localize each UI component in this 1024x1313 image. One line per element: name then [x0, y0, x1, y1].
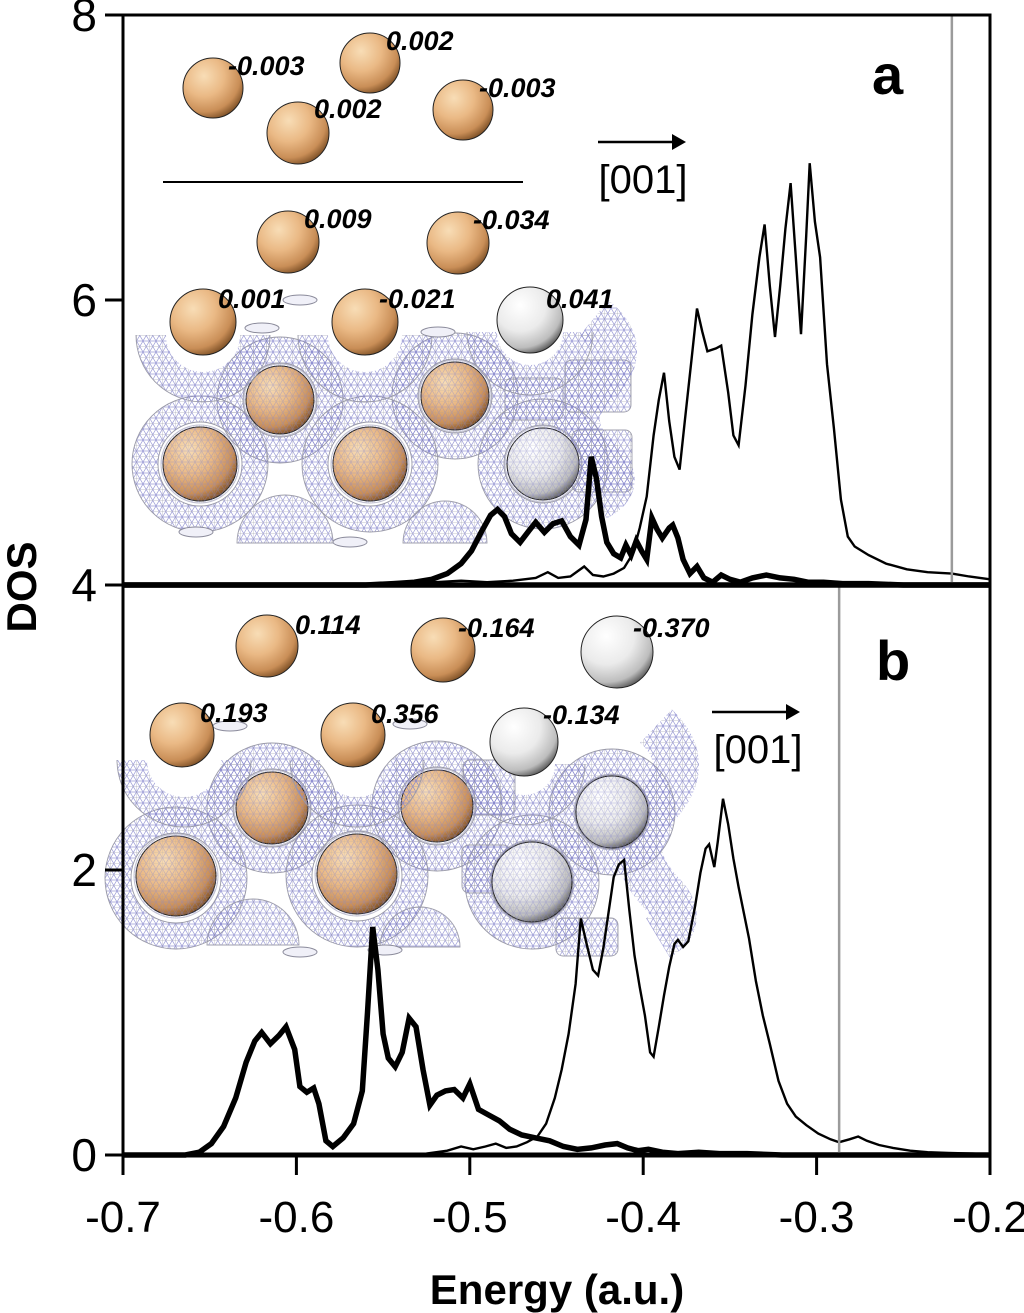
atom-charge-label: 0.193: [200, 698, 268, 728]
mesh-blob-outline: [466, 331, 594, 396]
mesh-blob-outline: [327, 421, 413, 507]
atom-charge-label: -0.134: [543, 700, 620, 730]
surface-atom-sphere: [320, 702, 386, 768]
atom-mesh-overlay: [160, 424, 240, 504]
mesh-blob-outline: [462, 763, 586, 826]
x-tick-label: -0.7: [85, 1193, 161, 1242]
mesh-blob-outline: [242, 362, 318, 438]
panel-a-letter: a: [872, 43, 904, 106]
mesh-lens: [332, 536, 368, 548]
direction-001-label-a: [001]: [598, 158, 688, 202]
direction-001-label-b: [001]: [713, 728, 803, 772]
mesh-blob-cup: [290, 759, 424, 827]
mesh-lens: [392, 718, 428, 730]
y-tick-label: 2: [71, 844, 97, 896]
mesh-blob-ring: [217, 337, 343, 463]
surface-atom-sphere: [496, 286, 564, 354]
mesh-blob-ring: [302, 396, 438, 532]
free-atom-sphere: [182, 57, 244, 119]
curve-b-thin: [123, 798, 991, 1157]
mesh-blob-dome: [236, 494, 334, 544]
free-atom-sphere: [580, 615, 654, 689]
atom-charge-label: 0.002: [314, 94, 382, 124]
mesh-lens: [178, 526, 214, 538]
x-tick-label: -0.3: [779, 1193, 855, 1242]
atom-charge-label: 0.356: [371, 699, 440, 729]
atom-mesh-overlay: [243, 363, 317, 437]
free-atom-sphere: [339, 32, 401, 94]
direction-arrow-b-head: [786, 704, 800, 720]
atom-charge-label: 0.041: [546, 284, 614, 314]
surface-atom-sphere: [149, 702, 215, 768]
y-axis-title: DOS: [0, 541, 45, 633]
mesh-blob-cup: [467, 331, 593, 395]
mesh-lens: [244, 322, 280, 334]
x-tick-label: -0.5: [432, 1193, 508, 1242]
free-atom-sphere: [266, 101, 330, 165]
atom-mesh-overlay: [133, 833, 219, 919]
mesh-lens: [282, 294, 318, 306]
atom-charge-label: 0.009: [304, 204, 372, 234]
atom-charge-label: -0.003: [228, 51, 305, 81]
curve-b-thick: [123, 926, 990, 1158]
atom-charge-label: -0.034: [473, 205, 550, 235]
curve-a-thin: [123, 163, 991, 587]
mesh-blob-cup: [117, 759, 251, 827]
mesh-blob-ribbon: [553, 300, 637, 519]
atom-mesh-overlay: [418, 359, 492, 433]
y-tick-label: 0: [71, 1129, 97, 1181]
curve-a-thick: [123, 456, 990, 588]
mesh-blob-outline: [135, 334, 271, 403]
mesh-blob-dome: [206, 898, 300, 946]
free-atom-sphere: [410, 617, 476, 683]
x-tick-label: -0.2: [952, 1193, 1024, 1242]
mesh-blob-cup: [298, 334, 432, 402]
atom-charge-label: 0.114: [295, 610, 361, 640]
atom-charge-label: -0.021: [379, 284, 456, 314]
atom-mesh-overlay: [504, 425, 582, 503]
mesh-lens: [420, 326, 456, 338]
mesh-blob-outline: [289, 759, 425, 828]
atom-charge-label: 0.001: [218, 284, 286, 314]
atom-mesh-overlay: [573, 773, 651, 851]
atom-mesh-overlay: [489, 839, 575, 925]
surface-atom-sphere: [489, 707, 559, 777]
mesh-blob-ring: [132, 396, 268, 532]
x-tick-label: -0.4: [605, 1193, 681, 1242]
mesh-blob-dome: [379, 906, 461, 948]
x-axis-title: Energy (a.u.): [429, 1266, 685, 1313]
atom-charge-label: 0.002: [386, 26, 454, 56]
atom-mesh-overlay: [330, 424, 410, 504]
mesh-blob-outline: [417, 358, 493, 434]
free-atom-sphere: [426, 211, 490, 275]
atom-charge-label: -0.003: [479, 73, 556, 103]
atom-charge-label: -0.370: [633, 613, 710, 643]
mesh-blob-cup: [136, 334, 270, 402]
y-tick-label: 8: [71, 0, 97, 41]
mesh-blob-outline: [157, 421, 243, 507]
mesh-blob-outline: [297, 334, 433, 403]
surface-atom-sphere: [169, 288, 237, 356]
atom-charge-label: -0.164: [458, 613, 535, 643]
free-atom-sphere: [235, 614, 299, 678]
atom-mesh-overlay: [314, 831, 400, 917]
free-atom-sphere: [256, 210, 320, 274]
mesh-blob-outline: [311, 830, 403, 922]
direction-arrow-a-head: [672, 134, 686, 150]
y-tick-label: 6: [71, 274, 97, 326]
mesh-blob-outline: [130, 832, 222, 924]
mesh-lens: [282, 946, 318, 958]
surface-atom-sphere: [331, 288, 399, 356]
free-atom-sphere: [432, 79, 494, 141]
y-tick-label: 4: [71, 559, 97, 611]
x-tick-label: -0.6: [258, 1193, 334, 1242]
mesh-blob-cup: [463, 763, 585, 825]
panel-b-letter: b: [876, 629, 911, 692]
